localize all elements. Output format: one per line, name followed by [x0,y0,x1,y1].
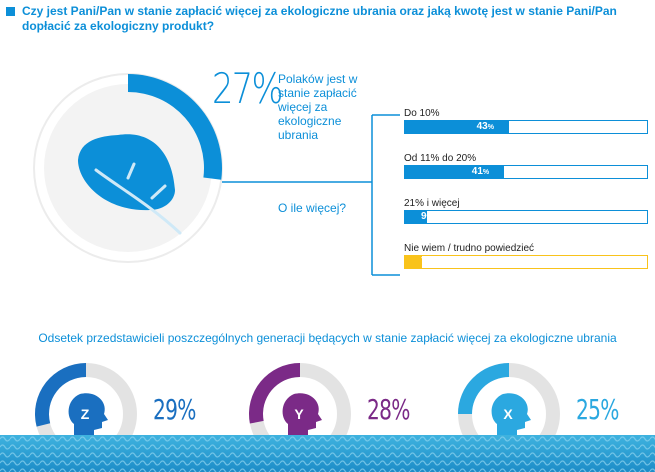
bar-row: Do 10% 43% [404,108,648,134]
donut-arc [249,363,300,424]
bar-track: 43% [404,120,648,134]
generation-letter: Z [81,406,90,422]
donut-arc [35,363,86,427]
connector-lines [222,114,400,276]
bar-fill [405,256,422,268]
bar-row: 21% i więcej 9% [404,198,648,224]
header: Czy jest Pani/Pan w stanie zapłacić więc… [6,4,646,34]
bar-track: 41% [404,165,648,179]
knit-fabric-banner [0,435,655,472]
main-donut [33,73,400,276]
gen-z-percent: 29% [153,393,196,426]
bar-track: 9% [404,210,648,224]
donut-arc [458,363,509,414]
big-percent: 27% [212,64,283,113]
gen-y-percent: 28% [367,393,410,426]
bar-category-label: 21% i więcej [404,198,460,209]
generation-letter: Y [294,406,304,422]
bar-fill [405,121,509,133]
bar-track: 7% [404,255,648,269]
bar-category-label: Od 11% do 20% [404,153,477,164]
bar-row: Nie wiem / trudno powiedzieć 7% [404,243,648,269]
bar-category-label: Do 10% [404,108,440,119]
bar-value-label: 43% [476,121,494,132]
bar-fill [405,166,504,178]
header-marker [6,7,15,16]
bar-value-label: 9% [421,211,433,222]
bar-category-label: Nie wiem / trudno powiedzieć [404,243,535,254]
head-icon [491,393,531,438]
donut-arc-27 [128,74,223,180]
fabric-texture [0,435,655,472]
head-icon [282,393,322,438]
bar-row: Od 11% do 20% 41% [404,153,648,179]
bar-value-label: 7% [421,256,433,267]
leaf-icon [78,134,182,235]
how-much-label: O ile więcej? [278,201,347,215]
bar-value-label: 41% [471,166,490,177]
big-percent-label: Polaków jest w stanie zapłacić więcej za… [278,72,358,142]
generations-title: Odsetek przedstawicieli poszczególnych g… [38,331,617,345]
question-title: Czy jest Pani/Pan w stanie zapłacić więc… [22,4,617,33]
head-icon [68,393,108,438]
generation-letter: X [503,406,513,422]
gen-x-percent: 25% [576,393,619,426]
bar-fill [405,211,427,223]
